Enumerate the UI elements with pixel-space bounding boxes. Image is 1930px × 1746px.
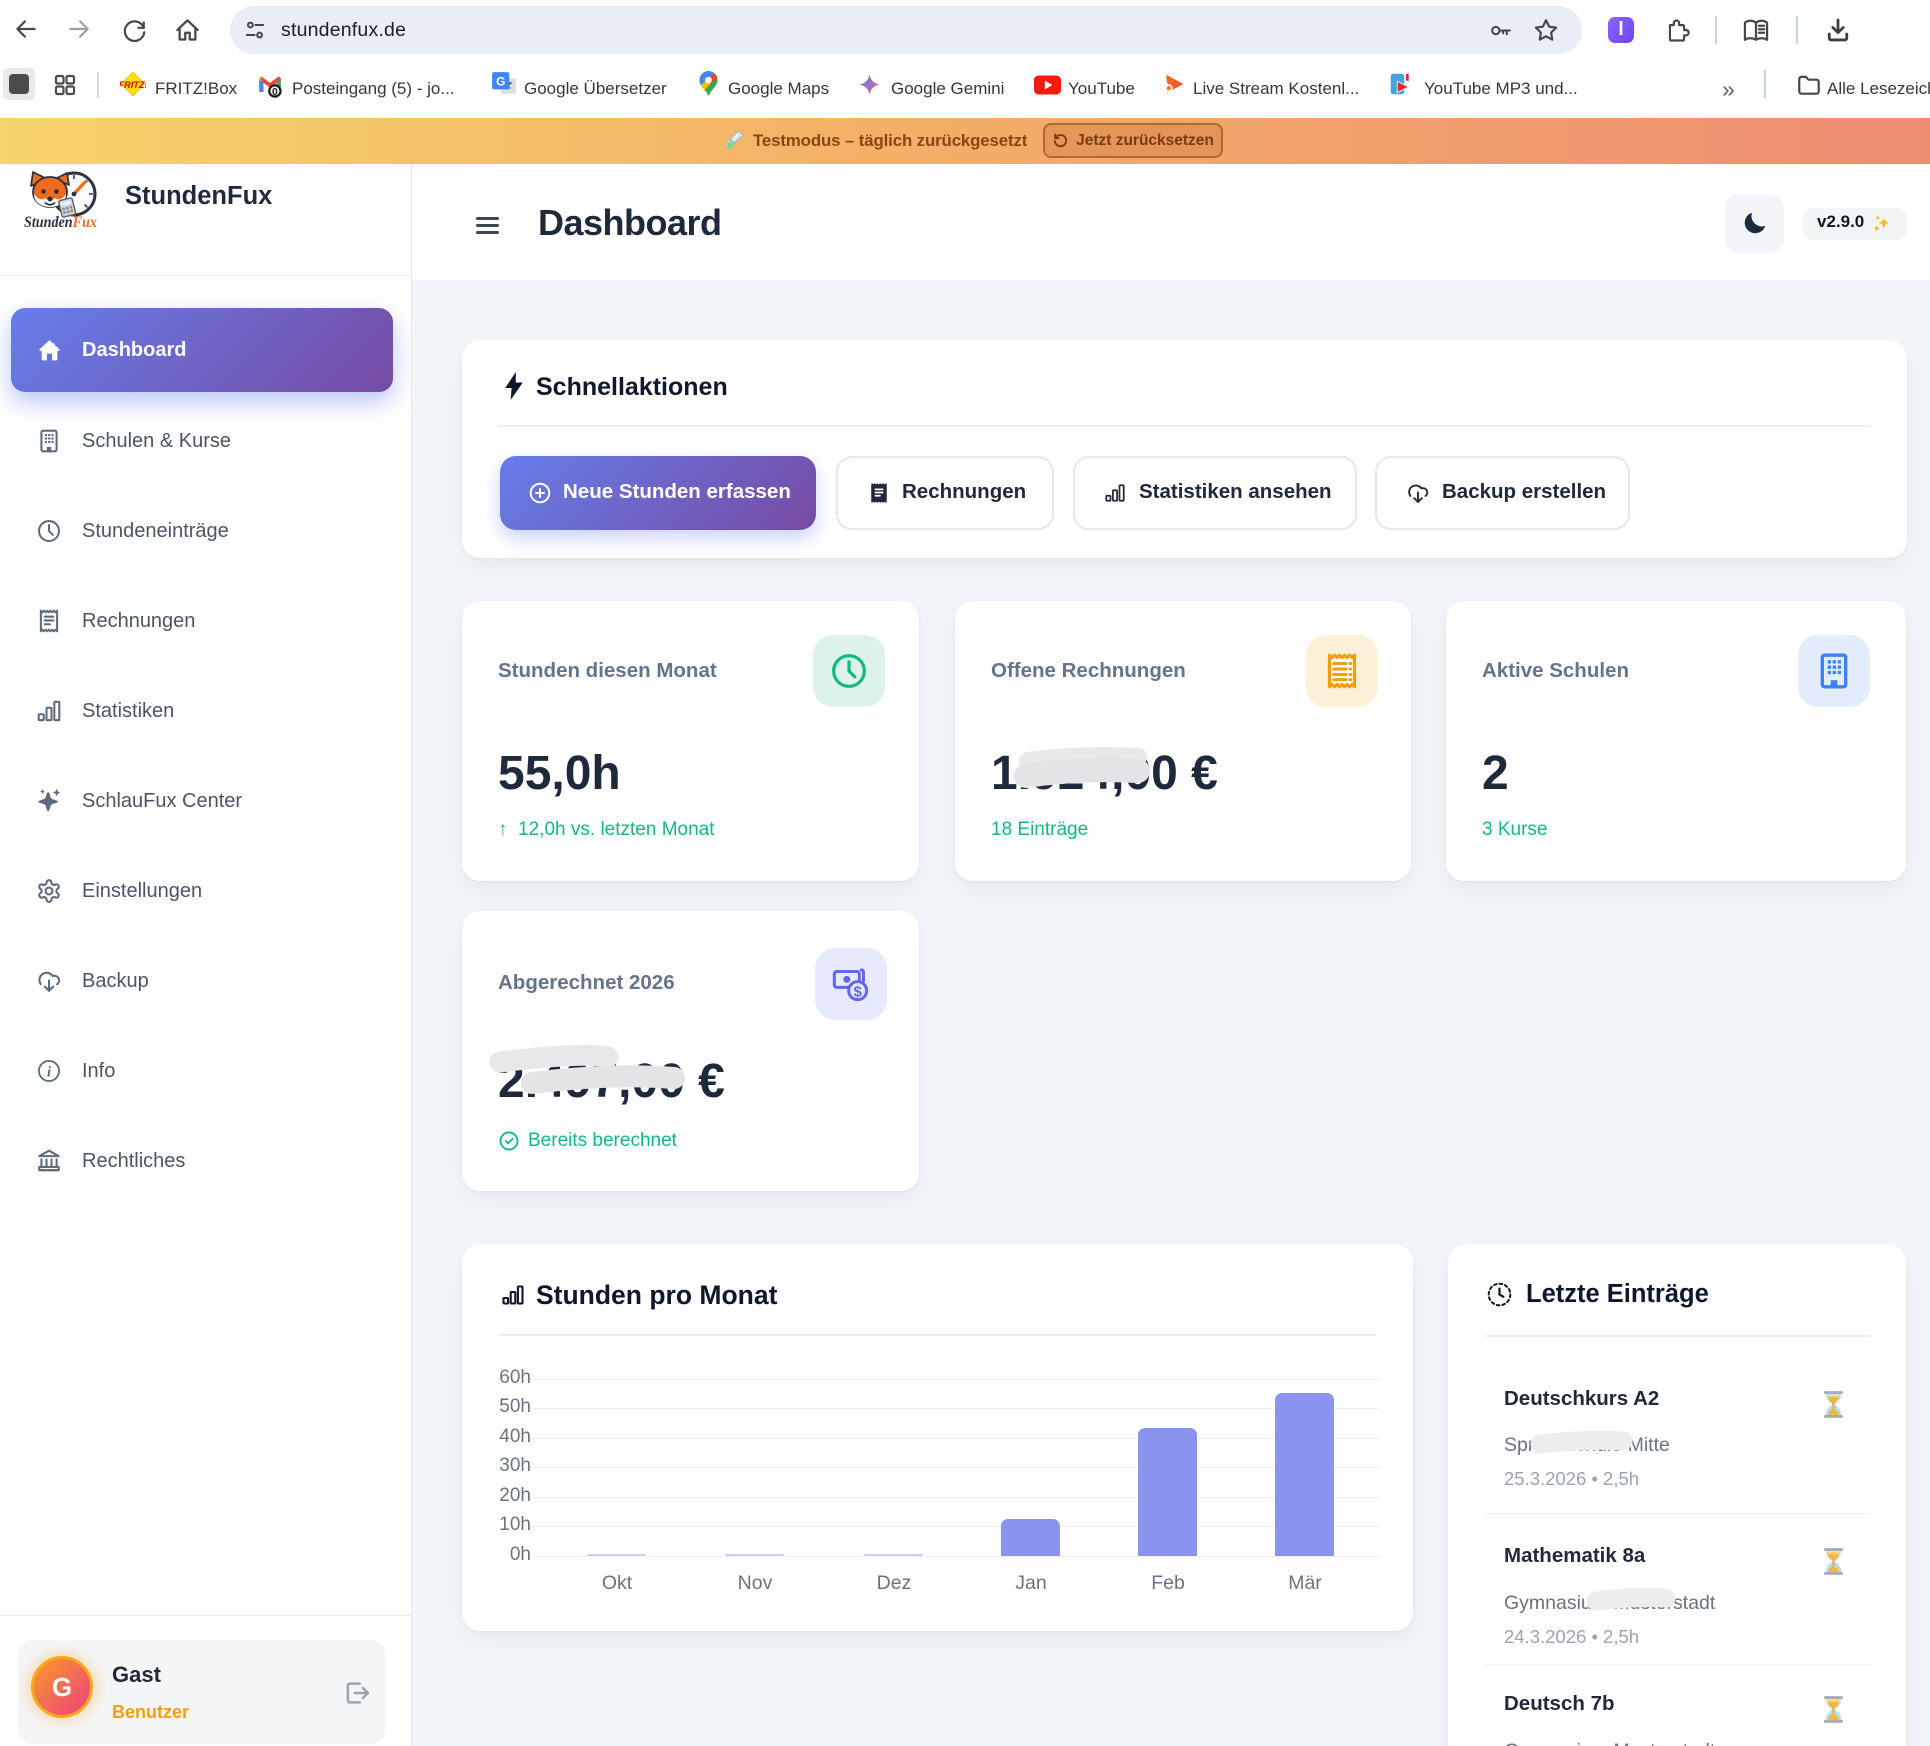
svg-text:i: i [47, 1064, 51, 1080]
svg-text:0: 0 [272, 87, 278, 98]
svg-text:$: $ [853, 984, 862, 1001]
svg-text:G: G [496, 75, 505, 89]
svg-text:FRITZ!: FRITZ! [120, 80, 146, 90]
svg-text:StundenFux: StundenFux [24, 214, 97, 231]
